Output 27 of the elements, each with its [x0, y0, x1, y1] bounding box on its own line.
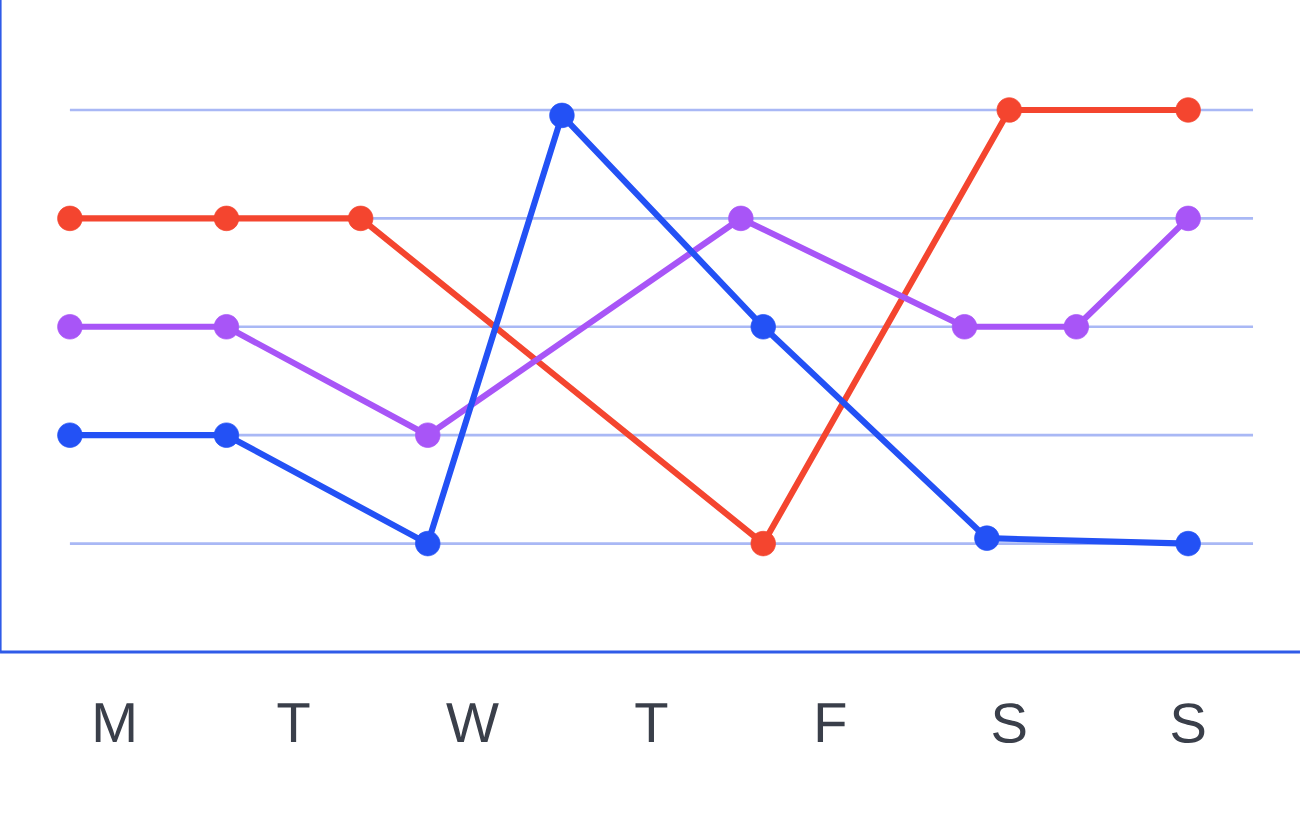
x-tick-label: T	[277, 703, 310, 742]
point	[348, 205, 374, 232]
point	[549, 102, 575, 129]
point	[213, 205, 240, 232]
point	[57, 314, 83, 340]
point	[1063, 314, 1089, 340]
point	[415, 422, 441, 448]
point	[951, 314, 978, 340]
x-tick-label: S	[1171, 703, 1205, 744]
point	[57, 205, 83, 232]
point	[213, 314, 240, 340]
point	[1175, 97, 1201, 123]
x-tick-label: F	[817, 703, 846, 742]
point	[728, 205, 754, 232]
x-tick-label: T	[635, 703, 668, 742]
point	[750, 530, 776, 557]
x-tick-label: S	[993, 703, 1026, 744]
point	[750, 314, 776, 340]
x-tick-label: M	[95, 703, 134, 742]
point	[1175, 530, 1201, 557]
point	[1175, 205, 1201, 232]
point	[996, 97, 1022, 123]
point	[57, 422, 83, 448]
point	[213, 422, 240, 448]
point	[415, 530, 441, 557]
x-tick-label: W	[446, 703, 499, 742]
point	[974, 525, 1000, 551]
